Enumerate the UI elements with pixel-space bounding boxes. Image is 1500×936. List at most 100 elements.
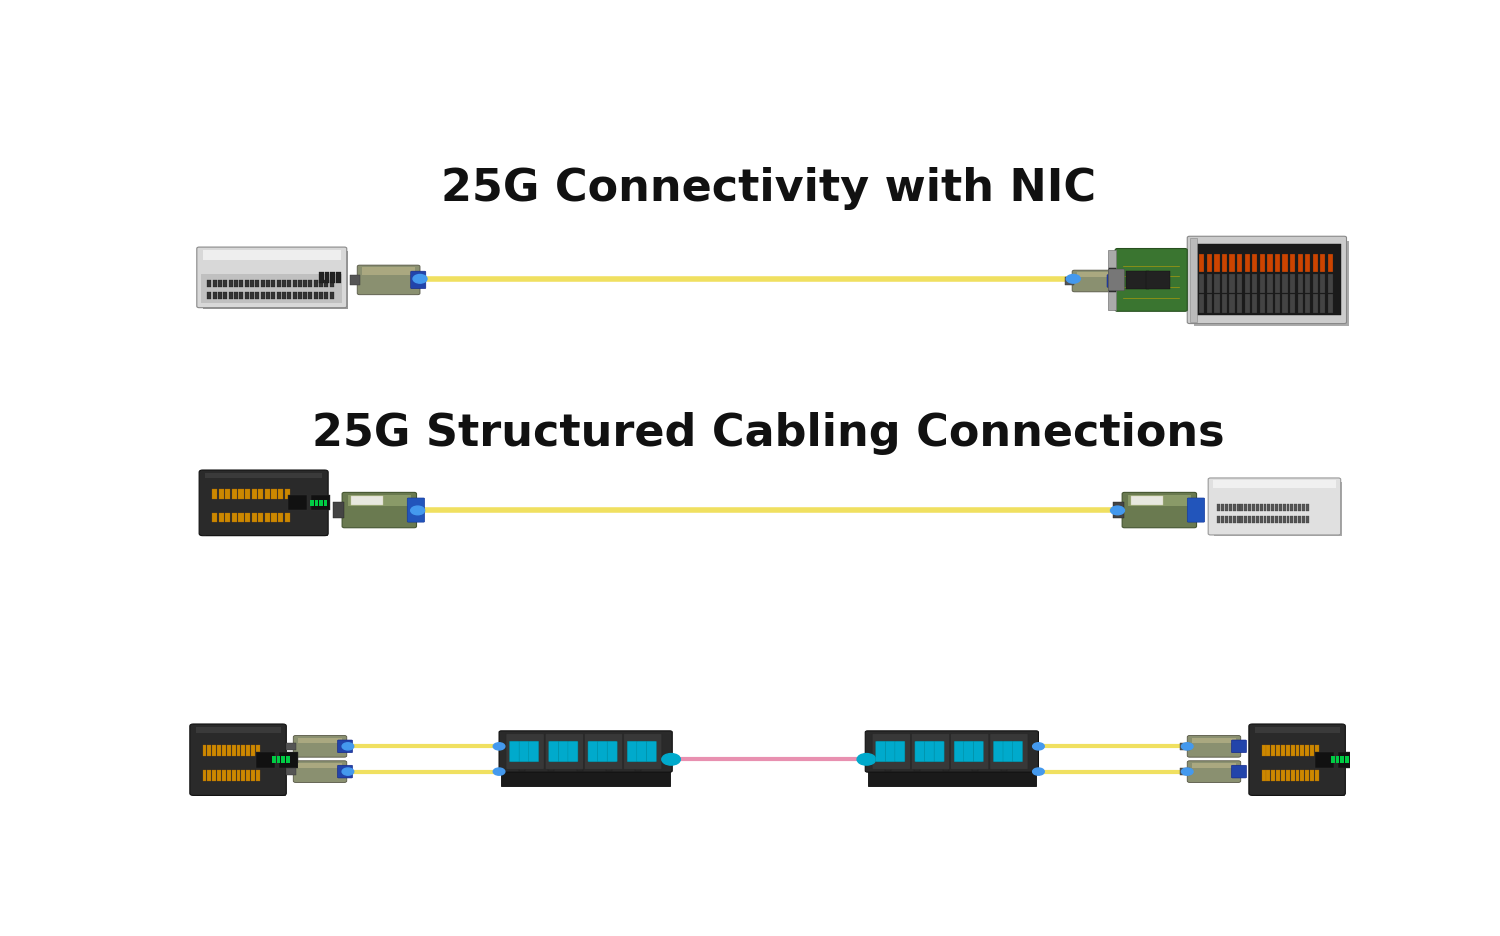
Bar	[330, 281, 334, 287]
Bar	[282, 293, 286, 300]
Bar	[1268, 505, 1270, 511]
Bar	[1275, 517, 1278, 523]
Bar	[314, 281, 318, 287]
Bar	[1230, 255, 1234, 273]
Bar	[1270, 505, 1274, 511]
FancyBboxPatch shape	[588, 741, 598, 762]
Bar	[298, 738, 342, 743]
Bar	[1290, 517, 1293, 523]
Bar	[298, 281, 302, 287]
Bar	[228, 281, 232, 287]
Bar	[285, 490, 290, 500]
Bar	[330, 272, 334, 284]
Bar	[1305, 770, 1310, 782]
Bar	[1282, 274, 1287, 293]
Bar	[362, 268, 416, 275]
Bar	[1221, 517, 1224, 523]
FancyBboxPatch shape	[990, 734, 1028, 769]
Bar	[1208, 255, 1212, 273]
Bar	[258, 513, 264, 523]
Bar	[324, 293, 328, 300]
Bar	[1252, 505, 1256, 511]
Bar	[1310, 745, 1314, 756]
Bar	[1290, 745, 1294, 756]
Bar	[1245, 517, 1246, 523]
Bar	[206, 475, 328, 537]
FancyBboxPatch shape	[896, 741, 904, 762]
FancyBboxPatch shape	[357, 266, 420, 296]
FancyBboxPatch shape	[1250, 724, 1346, 796]
Bar	[330, 293, 334, 300]
Bar	[298, 293, 302, 300]
Bar	[1113, 503, 1125, 519]
Bar	[1275, 295, 1280, 314]
Text: 25G Connectivity with NIC: 25G Connectivity with NIC	[441, 167, 1096, 210]
Bar	[278, 513, 284, 523]
Bar	[320, 281, 322, 287]
Bar	[272, 513, 276, 523]
Bar	[1236, 517, 1239, 523]
Bar	[1252, 517, 1256, 523]
FancyBboxPatch shape	[549, 741, 558, 762]
Bar	[324, 500, 327, 506]
Bar	[1228, 517, 1232, 523]
FancyBboxPatch shape	[974, 741, 984, 762]
Bar	[1286, 770, 1290, 782]
FancyBboxPatch shape	[934, 741, 944, 762]
Bar	[1280, 505, 1281, 511]
FancyBboxPatch shape	[1013, 741, 1023, 762]
Bar	[1260, 274, 1264, 293]
FancyBboxPatch shape	[638, 741, 646, 762]
Bar	[1316, 745, 1318, 756]
Bar	[286, 756, 290, 763]
Bar	[196, 729, 286, 797]
FancyBboxPatch shape	[608, 741, 616, 762]
Bar	[1305, 295, 1311, 314]
Bar	[1312, 255, 1318, 273]
Bar	[201, 275, 342, 304]
Bar	[1294, 505, 1298, 511]
FancyBboxPatch shape	[597, 741, 608, 762]
Bar	[217, 770, 220, 782]
Bar	[1065, 278, 1074, 285]
Bar	[336, 272, 340, 284]
Bar	[303, 281, 307, 287]
Bar	[1218, 517, 1221, 523]
Bar	[231, 513, 237, 523]
Bar	[1305, 274, 1311, 293]
Bar	[207, 293, 212, 300]
Bar	[288, 496, 306, 511]
Bar	[1300, 745, 1305, 756]
Bar	[202, 770, 207, 782]
Bar	[213, 770, 216, 782]
FancyBboxPatch shape	[200, 471, 328, 536]
Bar	[1262, 770, 1266, 782]
Bar	[1230, 274, 1234, 293]
Bar	[1298, 295, 1302, 314]
Bar	[228, 293, 232, 300]
Bar	[1275, 274, 1280, 293]
Bar	[303, 293, 307, 300]
Bar	[213, 293, 216, 300]
Bar	[1218, 505, 1221, 511]
FancyBboxPatch shape	[865, 731, 1038, 772]
FancyBboxPatch shape	[342, 493, 417, 528]
FancyBboxPatch shape	[1188, 736, 1240, 757]
Bar	[1276, 745, 1280, 756]
Bar	[231, 745, 236, 756]
Circle shape	[1182, 768, 1192, 775]
Bar	[350, 275, 360, 285]
Bar	[1275, 255, 1280, 273]
Bar	[202, 251, 340, 261]
Bar	[246, 745, 250, 756]
Bar	[256, 770, 259, 782]
Bar	[279, 752, 298, 768]
Bar	[1263, 505, 1266, 511]
Bar	[226, 770, 231, 782]
FancyBboxPatch shape	[1188, 761, 1240, 782]
Bar	[1226, 517, 1228, 523]
Bar	[258, 490, 264, 500]
Bar	[634, 761, 640, 771]
FancyBboxPatch shape	[954, 741, 964, 762]
Bar	[1192, 763, 1236, 768]
